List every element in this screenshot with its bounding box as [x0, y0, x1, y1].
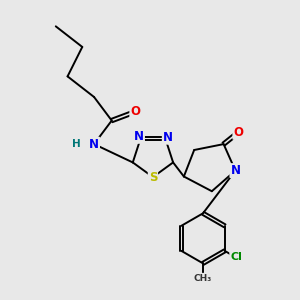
Text: H: H — [72, 139, 81, 149]
Text: N: N — [134, 130, 144, 143]
Text: O: O — [233, 126, 243, 139]
Text: N: N — [163, 131, 173, 144]
Text: S: S — [149, 171, 157, 184]
Text: Cl: Cl — [230, 253, 242, 262]
Text: CH₃: CH₃ — [194, 274, 212, 283]
Text: N: N — [89, 138, 99, 151]
Text: O: O — [130, 105, 140, 118]
Text: N: N — [230, 164, 240, 177]
